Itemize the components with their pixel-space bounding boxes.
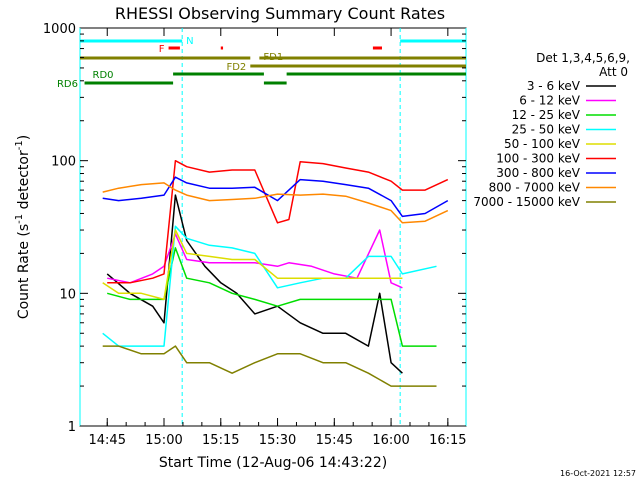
x-tick-label-15:30: 15:30	[259, 433, 296, 448]
y-tick-label-100: 100	[51, 155, 76, 170]
legend-label-3: 25 - 50 keV	[512, 123, 581, 137]
series-line-300-800kev	[102, 176, 449, 218]
y-tick-label-1000: 1000	[43, 22, 76, 37]
x-tick-label-15:45: 15:45	[316, 433, 353, 448]
x-tick-label-15:15: 15:15	[202, 433, 239, 448]
x-axis-ticks: 14:45 15:00 15:15 15:30 15:45 16:00 16:15	[89, 28, 467, 448]
legend-header-line2: Att 0	[599, 65, 628, 79]
legend-label-6: 300 - 800 keV	[496, 166, 580, 180]
flag-label-fd2: FD2	[226, 62, 246, 73]
series-line-12-25kev	[107, 247, 437, 347]
y-tick-label-10: 10	[59, 287, 76, 302]
y-axis-ticks: 1 10 100 1000	[43, 22, 466, 435]
series-line-25-50kev	[102, 225, 437, 347]
series-line-100-300kev	[107, 159, 449, 284]
flag-label-rd6: RD6	[57, 79, 78, 90]
flag-label-n: N	[186, 36, 193, 47]
plot-frame	[79, 27, 467, 427]
chart-title: RHESSI Observing Summary Count Rates	[115, 4, 445, 23]
legend-label-4: 50 - 100 keV	[504, 137, 581, 151]
legend-header-line1: Det 1,3,4,5,6,9,	[536, 51, 630, 65]
y-tick-label-1: 1	[68, 420, 76, 435]
x-tick-label-16:00: 16:00	[372, 433, 409, 448]
timestamp: 16-Oct-2021 12:57	[560, 469, 636, 478]
flag-label-rd0: RD0	[93, 70, 114, 81]
legend-label-5: 100 - 300 keV	[496, 152, 580, 166]
series-lines	[102, 159, 449, 387]
x-tick-label-16:15: 16:15	[429, 433, 466, 448]
legend-label-7: 800 - 7000 keV	[489, 181, 581, 195]
flag-bars: N F FD1 FD2 RD0 RD6	[57, 36, 466, 90]
vertical-markers	[79, 28, 467, 426]
x-axis-label: Start Time (12-Aug-06 14:43:22)	[159, 455, 387, 471]
x-tick-label-14:45: 14:45	[89, 433, 126, 448]
series-line-50-100kev	[102, 229, 403, 301]
y-axis-label: Count Rate (s-1 detector-1)	[14, 135, 32, 319]
flag-label-fd1: FD1	[263, 52, 283, 63]
legend-label-8: 7000 - 15000 keV	[473, 195, 580, 209]
legend-label-2: 12 - 25 keV	[512, 108, 581, 122]
series-line-7000-15000kev	[102, 345, 437, 387]
legend-label-1: 6 - 12 keV	[519, 94, 581, 108]
series-line-6-12kev	[107, 229, 403, 289]
flag-label-f: F	[159, 44, 165, 55]
legend-label-0: 3 - 6 keV	[527, 79, 581, 93]
x-tick-label-15:00: 15:00	[145, 433, 182, 448]
series-line-800-7000kev	[102, 182, 449, 224]
series-line-3-6kev	[106, 194, 403, 374]
